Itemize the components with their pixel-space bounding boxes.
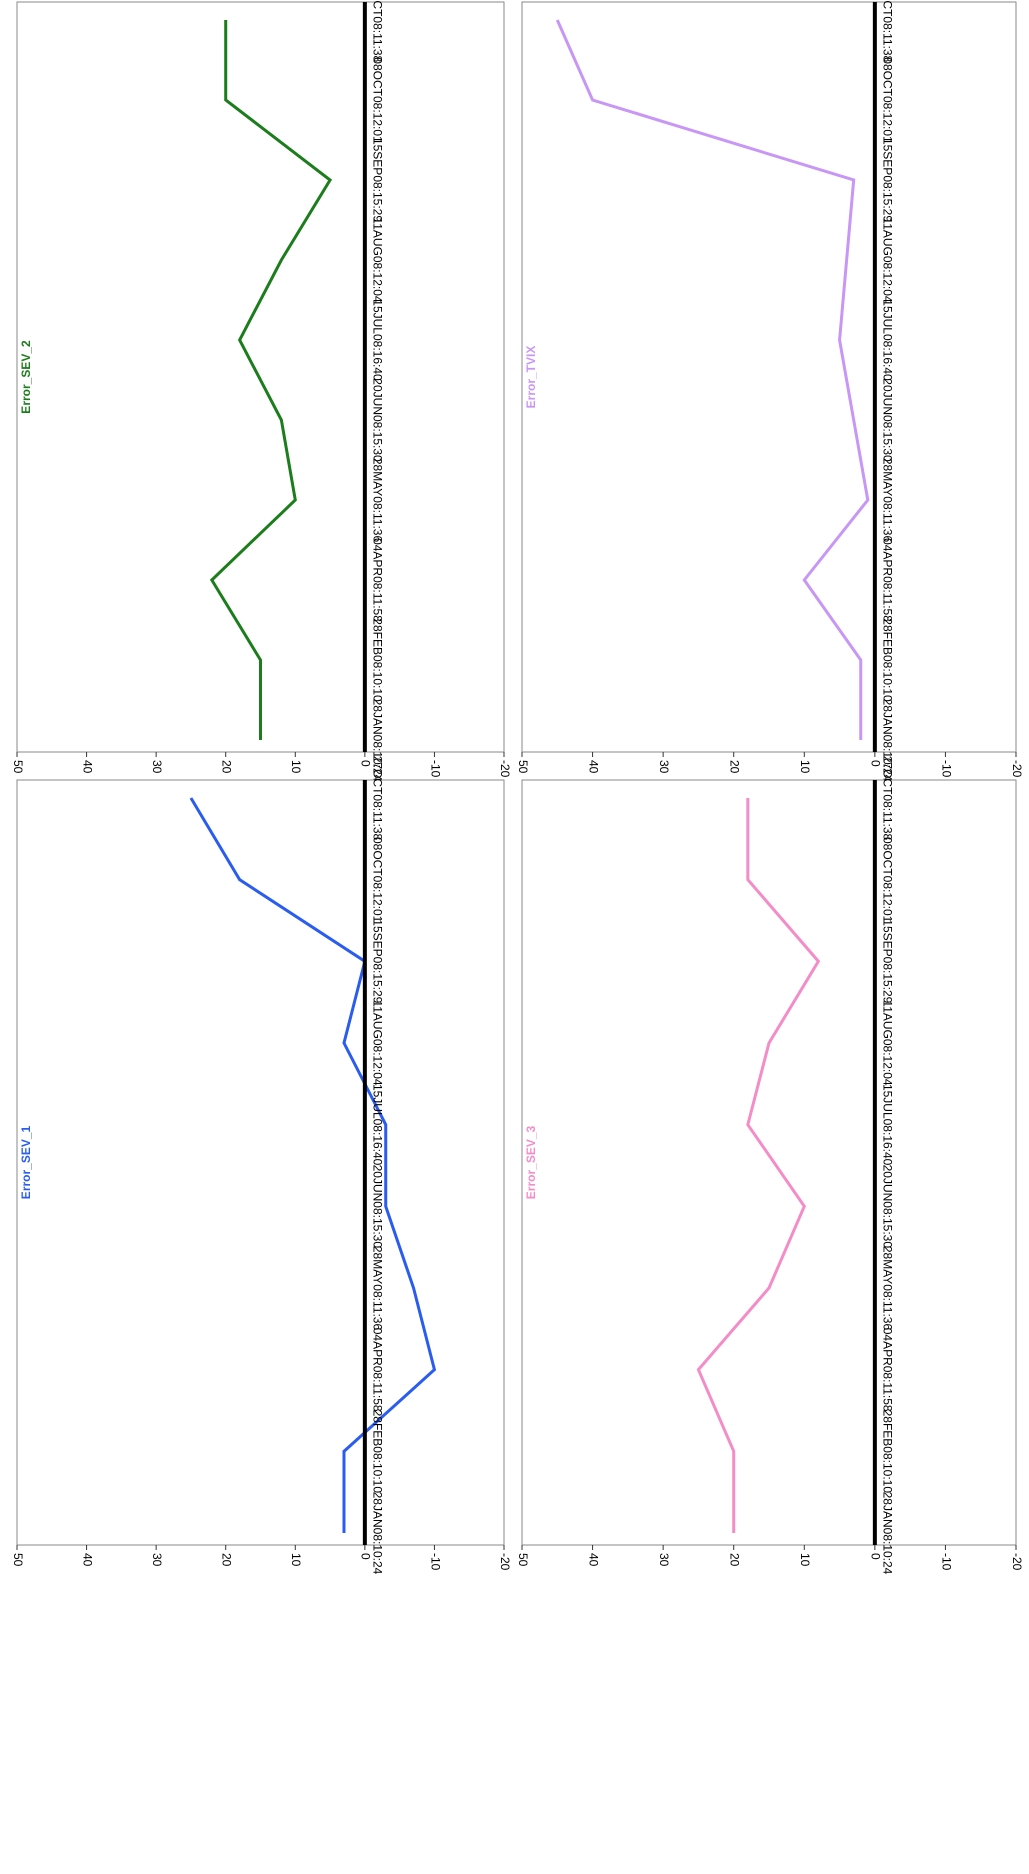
- series-line: [698, 798, 818, 1533]
- category-label: 20JUN08:15:30: [371, 1165, 385, 1249]
- value-tick-label: 50: [516, 760, 530, 774]
- category-label: 28JAN08:10:24: [881, 1492, 895, 1575]
- value-tick-label: 20: [220, 1553, 234, 1567]
- category-label: 27OCT08:11:38: [881, 0, 895, 63]
- value-tick-label: 40: [586, 760, 600, 774]
- category-label: 20JUN08:15:30: [881, 1165, 895, 1249]
- legend-label: Error_SEV_2: [19, 340, 33, 414]
- category-label: 11AUG08:12:04: [371, 217, 385, 302]
- legend-label: Error_SEV_3: [524, 1125, 538, 1199]
- category-label: 28FEB08:10:10: [881, 618, 895, 702]
- value-tick-label: 10: [798, 760, 812, 774]
- category-label: 28MAY08:11:36: [881, 458, 895, 543]
- value-tick-label: 30: [150, 1553, 164, 1567]
- category-label: 04APR08:11:58: [881, 538, 895, 622]
- series-line: [191, 798, 434, 1533]
- value-tick-label: -20: [498, 1553, 512, 1571]
- value-tick-label: 40: [80, 1553, 94, 1567]
- value-tick-label: 40: [80, 760, 94, 774]
- category-label: 27OCT08:11:38: [881, 756, 895, 841]
- category-label: 08OCT08:12:01: [371, 837, 385, 923]
- category-label: 11AUG08:12:04: [881, 1000, 895, 1085]
- category-label: 15SEP08:15:29: [881, 919, 895, 1003]
- value-tick-label: 10: [798, 1553, 812, 1567]
- value-tick-label: -10: [428, 760, 442, 778]
- category-label: 28MAY08:11:36: [371, 1246, 385, 1331]
- category-label: 11AUG08:12:04: [881, 217, 895, 302]
- category-label: 27OCT08:11:38: [371, 0, 385, 63]
- category-label: 08OCT08:12:01: [371, 57, 385, 143]
- category-label: 28MAY08:11:36: [881, 1246, 895, 1331]
- category-label: 04APR08:11:58: [881, 1328, 895, 1412]
- category-label: 28MAY08:11:36: [371, 458, 385, 543]
- category-label: 28FEB08:10:10: [881, 1410, 895, 1494]
- category-label: 04APR08:11:58: [371, 1328, 385, 1412]
- value-tick-label: 50: [11, 760, 25, 774]
- value-tick-label: -10: [939, 1553, 953, 1571]
- category-label: 20JUN08:15:30: [371, 378, 385, 462]
- category-label: 08OCT08:12:01: [881, 837, 895, 923]
- category-label: 15SEP08:15:29: [371, 919, 385, 1003]
- category-label: 28FEB08:10:10: [371, 1410, 385, 1494]
- value-tick-label: 10: [289, 760, 303, 774]
- category-label: 15JUL08:16:40: [371, 1084, 385, 1166]
- value-tick-label: -10: [939, 760, 953, 778]
- value-tick-label: 10: [289, 1553, 303, 1567]
- series-line: [212, 20, 330, 740]
- category-label: 11AUG08:12:04: [371, 1000, 385, 1085]
- value-tick-label: 50: [516, 1553, 530, 1567]
- value-tick-label: 0: [869, 1553, 883, 1560]
- value-tick-label: -20: [1010, 760, 1024, 778]
- value-tick-label: 50: [11, 1553, 25, 1567]
- category-label: 08OCT08:12:01: [881, 57, 895, 143]
- value-tick-label: -10: [428, 1553, 442, 1571]
- category-label: 15SEP08:15:29: [881, 138, 895, 222]
- value-tick-label: 40: [586, 1553, 600, 1567]
- category-label: 27OCT08:11:38: [371, 756, 385, 841]
- legend-label: Error_SEV_1: [19, 1125, 33, 1199]
- value-tick-label: -20: [1010, 1553, 1024, 1571]
- category-label: 15JUL08:16:40: [881, 1084, 895, 1166]
- value-tick-label: 30: [150, 760, 164, 774]
- plot-frame: [522, 2, 1016, 752]
- legend-label: Error_TVIX: [524, 346, 538, 409]
- plot-frame: [522, 780, 1016, 1545]
- value-tick-label: 30: [657, 760, 671, 774]
- category-label: 28JAN08:10:24: [371, 1492, 385, 1575]
- category-label: 15JUL08:16:40: [371, 299, 385, 381]
- page: -20 -10 0 10 20 30 40 50 Error_SEV_2 28JAN08:10:2…: [0, 0, 1029, 1874]
- value-tick-label: 20: [220, 760, 234, 774]
- value-tick-label: 20: [728, 1553, 742, 1567]
- value-tick-label: 20: [728, 760, 742, 774]
- category-label: 20JUN08:15:30: [881, 378, 895, 462]
- category-label: 15SEP08:15:29: [371, 138, 385, 222]
- value-tick-label: 30: [657, 1553, 671, 1567]
- category-label: 15JUL08:16:40: [881, 299, 895, 381]
- series-line: [557, 20, 868, 740]
- category-label: 28FEB08:10:10: [371, 618, 385, 702]
- value-tick-label: 0: [359, 760, 373, 767]
- value-tick-label: 0: [869, 760, 883, 767]
- value-tick-label: 0: [359, 1553, 373, 1560]
- value-tick-label: -20: [498, 760, 512, 778]
- category-label: 04APR08:11:58: [371, 538, 385, 622]
